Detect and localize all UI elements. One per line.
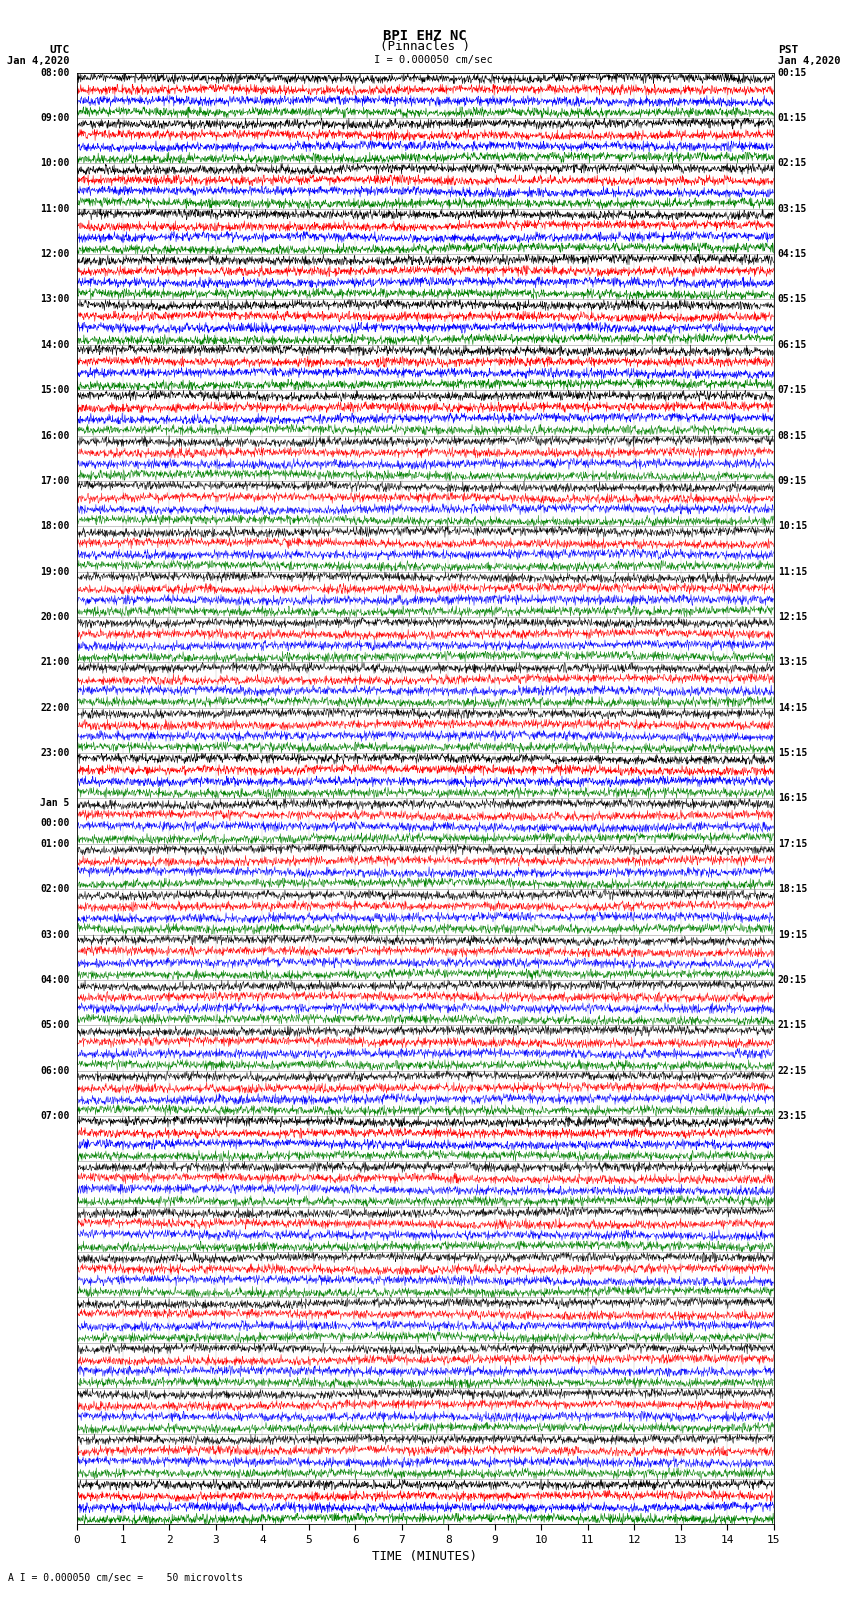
Text: 01:00: 01:00 [40,839,70,848]
Text: 17:15: 17:15 [778,839,807,848]
Text: 19:00: 19:00 [40,566,70,576]
Text: 06:15: 06:15 [778,340,807,350]
Text: 22:00: 22:00 [40,703,70,713]
Text: 23:00: 23:00 [40,748,70,758]
Text: 09:15: 09:15 [778,476,807,486]
Text: Jan 5: Jan 5 [40,798,70,808]
Text: A I = 0.000050 cm/sec =    50 microvolts: A I = 0.000050 cm/sec = 50 microvolts [8,1573,243,1582]
Text: 12:15: 12:15 [778,611,807,623]
Text: 02:15: 02:15 [778,158,807,168]
Text: 18:15: 18:15 [778,884,807,894]
Text: 11:00: 11:00 [40,203,70,213]
Text: 08:00: 08:00 [40,68,70,77]
Text: 16:00: 16:00 [40,431,70,440]
Text: 13:00: 13:00 [40,295,70,305]
Text: Jan 4,2020: Jan 4,2020 [7,56,70,66]
Text: I = 0.000050 cm/sec: I = 0.000050 cm/sec [374,55,493,65]
Text: 14:00: 14:00 [40,340,70,350]
Text: 00:00: 00:00 [40,818,70,827]
Text: 19:15: 19:15 [778,929,807,939]
Text: 20:00: 20:00 [40,611,70,623]
Text: 12:00: 12:00 [40,248,70,260]
Text: 09:00: 09:00 [40,113,70,123]
Text: 14:15: 14:15 [778,703,807,713]
Text: 05:00: 05:00 [40,1021,70,1031]
Text: 11:15: 11:15 [778,566,807,576]
Text: 05:15: 05:15 [778,295,807,305]
Text: 10:15: 10:15 [778,521,807,531]
Text: 03:15: 03:15 [778,203,807,213]
Text: 21:15: 21:15 [778,1021,807,1031]
Text: 23:15: 23:15 [778,1111,807,1121]
Text: 22:15: 22:15 [778,1066,807,1076]
Text: Jan 4,2020: Jan 4,2020 [778,56,841,66]
Text: 02:00: 02:00 [40,884,70,894]
Text: 15:00: 15:00 [40,386,70,395]
Text: 16:15: 16:15 [778,794,807,803]
Text: 17:00: 17:00 [40,476,70,486]
Text: UTC: UTC [49,45,70,55]
Text: 07:15: 07:15 [778,386,807,395]
Text: (Pinnacles ): (Pinnacles ) [380,40,470,53]
Text: 06:00: 06:00 [40,1066,70,1076]
Text: 20:15: 20:15 [778,974,807,986]
Text: BPI EHZ NC: BPI EHZ NC [383,29,467,44]
Text: 08:15: 08:15 [778,431,807,440]
Text: 07:00: 07:00 [40,1111,70,1121]
Text: 00:15: 00:15 [778,68,807,77]
Text: 13:15: 13:15 [778,658,807,668]
X-axis label: TIME (MINUTES): TIME (MINUTES) [372,1550,478,1563]
Text: 04:00: 04:00 [40,974,70,986]
Text: 04:15: 04:15 [778,248,807,260]
Text: 18:00: 18:00 [40,521,70,531]
Text: 10:00: 10:00 [40,158,70,168]
Text: 01:15: 01:15 [778,113,807,123]
Text: PST: PST [778,45,798,55]
Text: 03:00: 03:00 [40,929,70,939]
Text: 21:00: 21:00 [40,658,70,668]
Text: 15:15: 15:15 [778,748,807,758]
